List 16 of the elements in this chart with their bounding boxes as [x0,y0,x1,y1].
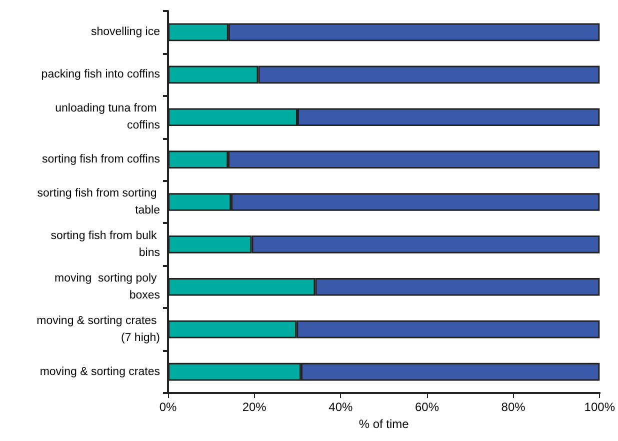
x-tick-label: 60% [414,400,440,414]
y-tick-label: sorting fish from bulk bins [50,230,160,259]
x-tick-label: 0% [159,400,177,414]
y-tick-label: moving & sorting crates [40,366,160,378]
y-tick-label: packing fish into coffins [41,68,160,81]
x-tick-label: 20% [242,400,267,414]
y-tick-label: sorting fish from sorting table [37,188,160,216]
x-tick-label: 100% [584,400,616,414]
x-tick-label: 80% [501,400,526,414]
y-tick-label: shovelling ice [90,26,160,38]
y-tick-label: moving & sorting crates (7 high) [36,314,160,344]
x-tick-label: 40% [328,400,353,414]
x-axis-title: % of time [358,416,410,431]
y-tick-label: unloading tuna from coffins [55,102,160,132]
y-tick-label: moving sorting poly boxes [54,272,160,302]
y-tick-label: sorting fish from coffins [42,154,160,166]
